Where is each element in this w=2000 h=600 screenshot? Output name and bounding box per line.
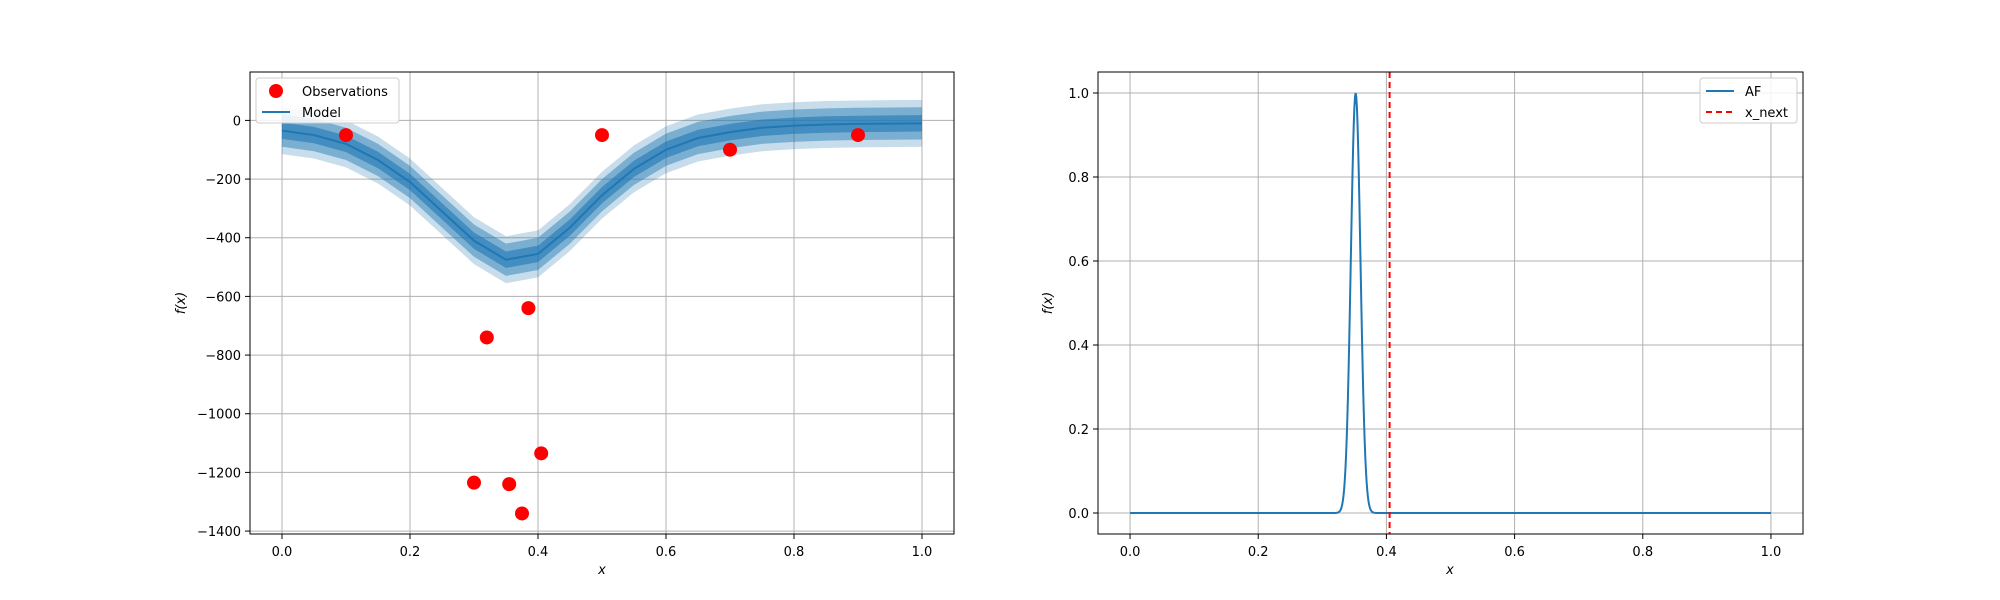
observation-points: [339, 128, 865, 521]
confidence-band: [282, 115, 922, 268]
y-axis-label: f(x): [1041, 292, 1056, 314]
model-plot-panel: 0.0 0.2 0.4 0.6 0.8 1.0 0 −200 −400 −600 −800 −100…: [174, 71, 955, 578]
x-tick-label: 0.2: [1248, 545, 1269, 560]
observation-point: [339, 128, 353, 143]
x-tick-label: 0.4: [528, 545, 549, 560]
x-ticks: 0.0 0.2 0.4 0.6 0.8 1.0: [1120, 534, 1782, 560]
legend-observations-marker: [269, 84, 283, 98]
observation-point: [479, 330, 494, 345]
legend-x-next-label: x_next: [1745, 106, 1788, 121]
model-mean-line: [281, 122, 923, 261]
x-axis-label: x: [1445, 563, 1454, 578]
x-tick-label: 0.8: [1632, 545, 1653, 560]
x-tick-label: 0.6: [1504, 545, 1525, 560]
x-tick-label: 0.8: [784, 545, 805, 560]
plot-area: [1098, 72, 1803, 534]
y-tick-label: −600: [205, 290, 241, 305]
observation-point: [595, 128, 609, 143]
confidence-bands: [282, 99, 922, 284]
y-ticks: 0.0 0.2 0.4 0.6 0.8 1.0: [1068, 87, 1098, 522]
plot-frame: [1097, 71, 1804, 535]
y-tick-label: −400: [205, 232, 241, 247]
observation-point: [521, 301, 536, 316]
x-ticks: 0.0 0.2 0.4 0.6 0.8 1.0: [272, 534, 933, 560]
observation-point: [534, 446, 549, 461]
legend: Observations Model: [255, 77, 400, 124]
y-tick-label: 0.2: [1068, 423, 1089, 438]
observation-point: [502, 477, 517, 492]
af-line: [1130, 92, 1771, 514]
x-tick-label: 0.4: [1376, 545, 1397, 560]
y-tick-label: −1400: [197, 525, 241, 540]
legend-observations-label: Observations: [302, 85, 388, 100]
legend-af-label: AF: [1745, 85, 1761, 100]
legend: AF x_next: [1699, 77, 1798, 124]
x-tick-label: 0.0: [1120, 545, 1141, 560]
x-tick-label: 1.0: [1761, 545, 1782, 560]
y-tick-label: 0.0: [1068, 507, 1089, 522]
y-tick-label: 0.8: [1068, 171, 1089, 186]
y-tick-label: −800: [205, 349, 241, 364]
y-axis-label: f(x): [174, 292, 189, 314]
y-tick-label: 0.4: [1068, 339, 1089, 354]
x-tick-label: 1.0: [912, 545, 933, 560]
legend-model-label: Model: [302, 106, 341, 121]
y-tick-label: 0.6: [1068, 255, 1089, 270]
plot-frame: [249, 71, 955, 535]
x-tick-label: 0.6: [656, 545, 677, 560]
acquisition-plot-panel: 0.0 0.2 0.4 0.6 0.8 1.0 0.00.20.40.60.81.0 x …: [1041, 71, 1804, 578]
x-tick-label: 0.2: [400, 545, 421, 560]
y-tick-label: 0: [233, 114, 241, 129]
y-tick-label: 1.0: [1068, 87, 1089, 102]
observation-point: [851, 128, 865, 143]
observation-point: [723, 142, 737, 157]
y-ticks: 0 −200 −400 −600 −800 −1000 −1200 −1400: [197, 114, 250, 540]
y-tick-label: −1000: [197, 408, 241, 423]
observation-point: [467, 475, 481, 490]
observation-point: [515, 506, 529, 521]
x-axis-label: x: [597, 563, 606, 578]
y-tick-label: −200: [205, 173, 241, 188]
x-tick-label: 0.0: [272, 545, 293, 560]
grid: [1098, 72, 1803, 534]
y-tick-label: −1200: [197, 466, 241, 481]
legend-box: [255, 77, 400, 124]
legend-box: [1699, 77, 1798, 124]
